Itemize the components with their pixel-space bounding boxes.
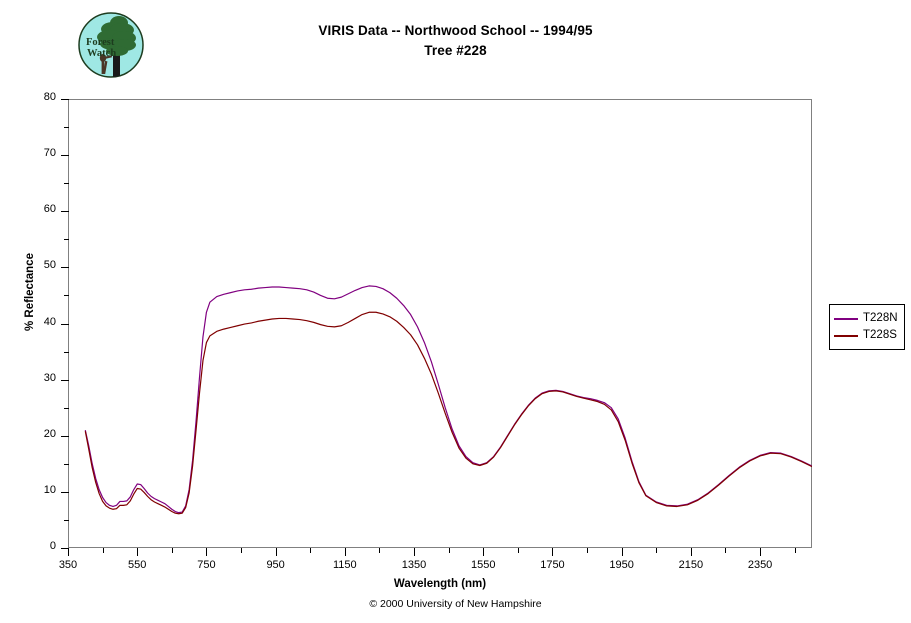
x-tick-2050 bbox=[656, 548, 658, 553]
y-tick-5 bbox=[64, 519, 69, 521]
x-tick-1750 bbox=[552, 548, 554, 556]
y-tick-0 bbox=[61, 548, 69, 549]
x-tick-2250 bbox=[725, 548, 727, 553]
legend-label: T228N bbox=[863, 311, 898, 324]
y-tick-65 bbox=[64, 183, 69, 185]
x-tick-1950 bbox=[621, 548, 623, 556]
x-tick-1850 bbox=[587, 548, 589, 553]
y-tick-label-70: 70 bbox=[43, 147, 56, 160]
y-tick-45 bbox=[64, 295, 69, 297]
y-tick-40 bbox=[61, 323, 69, 325]
legend-item-t228s[interactable]: T228S bbox=[834, 327, 898, 344]
chart-legend: T228N T228S bbox=[829, 304, 905, 350]
x-tick-1650 bbox=[517, 548, 519, 553]
x-tick-1450 bbox=[448, 548, 450, 553]
logo-text-line2: Watch bbox=[87, 48, 116, 59]
series-line-t228s bbox=[84, 311, 812, 515]
legend-swatch-icon bbox=[834, 317, 858, 320]
x-tick-950 bbox=[275, 548, 277, 556]
x-tick-2150 bbox=[690, 548, 692, 556]
x-tick-1350 bbox=[414, 548, 416, 556]
x-axis-title: Wavelength (nm) bbox=[393, 578, 487, 590]
spectral-plot bbox=[84, 285, 812, 515]
y-axis-title: % Reflectance bbox=[24, 253, 36, 331]
y-tick-label-60: 60 bbox=[43, 203, 56, 216]
x-tick-450 bbox=[102, 548, 104, 553]
y-tick-label-40: 40 bbox=[43, 315, 56, 328]
y-tick-15 bbox=[64, 463, 69, 465]
logo-text-line1: Forest bbox=[86, 37, 115, 48]
x-tick-label-1350: 1350 bbox=[401, 559, 427, 571]
x-tick-label-750: 750 bbox=[197, 559, 216, 571]
x-tick-label-1750: 1750 bbox=[540, 559, 565, 571]
x-tick-label-350: 350 bbox=[58, 559, 78, 571]
x-tick-2350 bbox=[760, 548, 762, 556]
y-tick-25 bbox=[64, 407, 69, 409]
y-tick-75 bbox=[64, 127, 69, 129]
y-tick-60 bbox=[61, 211, 69, 213]
x-tick-label-950: 950 bbox=[266, 559, 285, 571]
chart-title-line2: Tree #228 bbox=[424, 43, 487, 58]
x-tick-2450 bbox=[794, 548, 796, 553]
y-tick-label-80: 80 bbox=[43, 91, 56, 103]
x-tick-1150 bbox=[344, 548, 346, 556]
y-tick-80 bbox=[61, 99, 69, 100]
x-tick-label-1150: 1150 bbox=[333, 559, 357, 571]
y-tick-35 bbox=[64, 351, 69, 353]
y-tick-label-30: 30 bbox=[43, 371, 56, 384]
copyright-footer: © 2000 University of New Hampshire bbox=[369, 598, 542, 610]
forest-watch-logo: Forest Watch bbox=[77, 11, 145, 79]
y-tick-label-10: 10 bbox=[43, 483, 56, 496]
y-tick-label-20: 20 bbox=[43, 427, 56, 440]
x-tick-label-1550: 1550 bbox=[471, 559, 496, 571]
chart-title-line1: VIRIS Data -- Northwood School -- 1994/9… bbox=[318, 23, 593, 38]
y-tick-30 bbox=[61, 379, 69, 381]
y-tick-55 bbox=[64, 239, 69, 241]
x-tick-750 bbox=[206, 548, 208, 556]
x-tick-label-2150: 2150 bbox=[678, 559, 704, 571]
y-tick-label-0: 0 bbox=[49, 540, 56, 552]
y-tick-70 bbox=[61, 155, 69, 157]
y-tick-label-50: 50 bbox=[43, 259, 56, 272]
legend-item-t228n[interactable]: T228N bbox=[834, 310, 898, 327]
x-tick-1250 bbox=[379, 548, 381, 553]
x-tick-350 bbox=[68, 548, 69, 556]
x-tick-label-1950: 1950 bbox=[609, 559, 634, 571]
y-tick-10 bbox=[61, 491, 69, 493]
x-tick-850 bbox=[241, 548, 243, 553]
x-tick-650 bbox=[171, 548, 173, 553]
x-tick-550 bbox=[137, 548, 139, 556]
x-tick-label-2350: 2350 bbox=[747, 559, 773, 571]
y-tick-50 bbox=[61, 267, 69, 269]
x-tick-label-550: 550 bbox=[128, 559, 147, 571]
series-line-t228n bbox=[84, 285, 812, 514]
x-tick-1050 bbox=[310, 548, 312, 553]
y-tick-20 bbox=[61, 435, 69, 437]
x-tick-1550 bbox=[483, 548, 485, 556]
legend-swatch-icon bbox=[834, 334, 858, 337]
legend-label: T228S bbox=[863, 328, 897, 341]
